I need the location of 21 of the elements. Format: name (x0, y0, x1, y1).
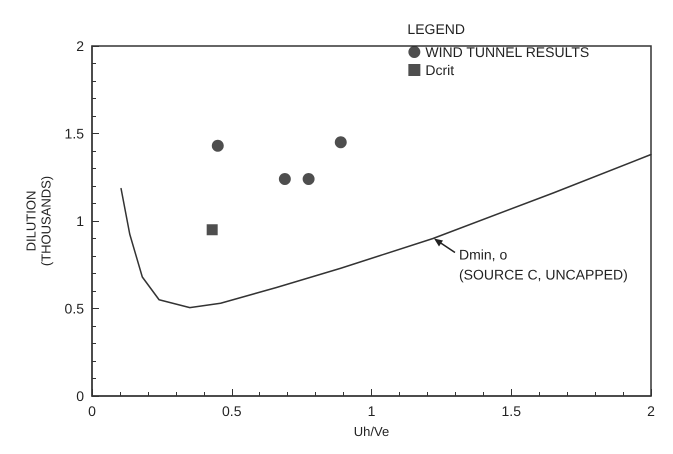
legend-title: LEGEND (407, 21, 466, 37)
point (212, 140, 224, 152)
y-tick-label: 1.5 (64, 126, 84, 142)
x-tick-label: 0 (88, 403, 96, 419)
legend-label: WIND TUNNEL RESULTS (425, 44, 590, 60)
x-tick-label: 2 (647, 403, 656, 419)
x-axis-title: Uh/Ve (354, 424, 390, 439)
point (302, 173, 315, 185)
y-tick-label: 0 (76, 388, 84, 404)
y-axis-title: DILUTION (THOUSANDS) (24, 176, 54, 266)
point (334, 136, 347, 148)
y-tick-label: 0.5 (64, 300, 84, 316)
y-tick-label: 2 (76, 38, 84, 54)
point (206, 224, 218, 236)
annotation: Dmin, o (SOURCE C, UNCAPPED) (458, 246, 628, 282)
y-tick-label: 1 (76, 213, 84, 229)
x-tick-label: 1 (368, 403, 376, 419)
legend-label: Dcrit (425, 62, 454, 78)
x-tick-label: 0.5 (222, 403, 242, 419)
x-tick-label: 1.5 (502, 403, 522, 419)
point (278, 173, 291, 185)
